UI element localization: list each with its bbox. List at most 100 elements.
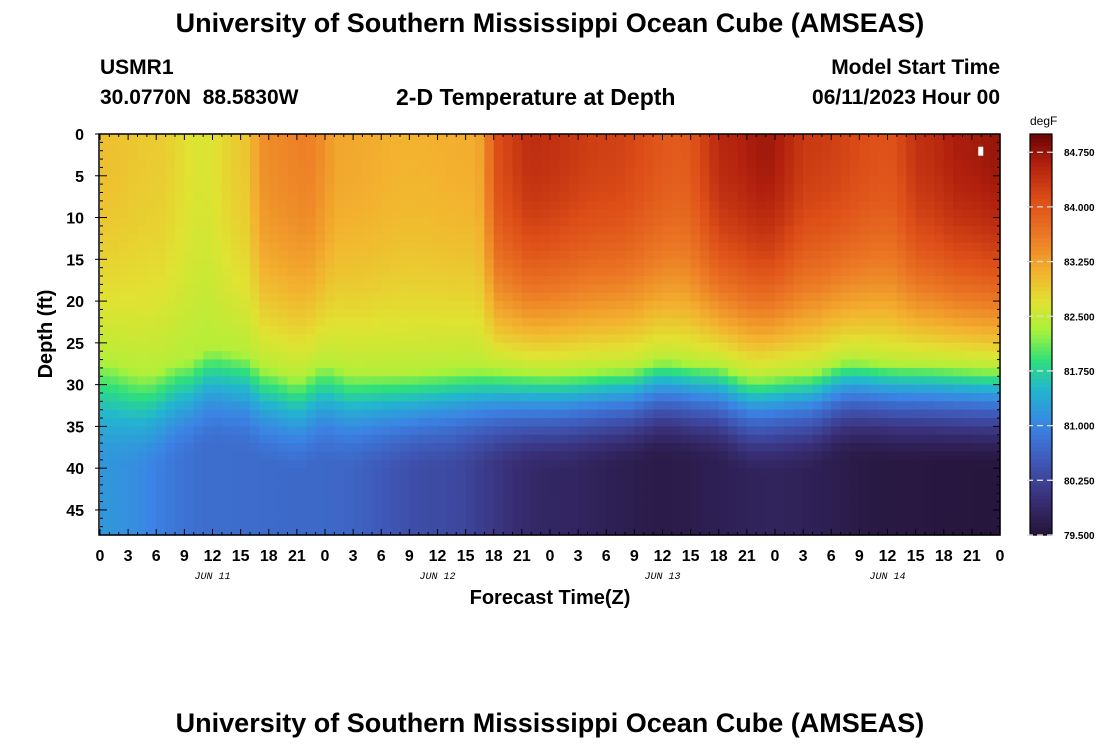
heatmap-cell [793,259,804,269]
heatmap-cell [428,184,439,194]
heatmap-cell [746,418,757,427]
heatmap-cell [896,392,907,402]
heatmap-cell [868,334,879,344]
heatmap-cell [812,342,823,352]
heatmap-cell [671,484,682,494]
heatmap-cell [221,418,232,427]
heatmap-cell [540,468,551,478]
heatmap-cell [990,317,1001,327]
heatmap-cell [803,159,814,169]
heatmap-cell [465,351,476,361]
heatmap-cell [643,184,654,194]
heatmap-cell [231,493,242,503]
heatmap-cell [493,167,504,177]
heatmap-cell [765,509,776,519]
heatmap-cell [371,259,382,269]
heatmap-cell [915,484,926,494]
heatmap-cell [990,392,1001,402]
heatmap-cell [700,200,710,210]
heatmap-cell [521,392,532,402]
heatmap-cell [971,326,982,336]
heatmap-cell [315,309,326,319]
heatmap-cell [484,392,495,402]
heatmap-cell [550,443,560,453]
heatmap-cell [540,359,551,369]
heatmap-cell [446,150,457,160]
heatmap-cell [240,301,251,311]
heatmap-cell [521,134,532,143]
heatmap-cell [943,276,954,285]
heatmap-cell [793,284,804,294]
heatmap-cell [643,276,654,285]
heatmap-cell [587,401,598,411]
heatmap-cell [662,134,673,143]
heatmap-cell [943,259,954,269]
heatmap-cell [878,392,889,402]
heatmap-cell [831,242,842,252]
heatmap-cell [793,292,804,302]
heatmap-cell [906,200,917,210]
heatmap-cell [981,134,992,143]
heatmap-cell [493,192,504,202]
heatmap-cell [465,225,476,235]
heatmap-cell [306,409,317,419]
heatmap-cell [146,225,157,235]
heatmap-cell [203,292,214,302]
heatmap-cell [662,334,673,344]
heatmap-cell [409,259,420,269]
heatmap-cell [521,317,532,327]
heatmap-cell [878,284,889,294]
heatmap-cell [428,392,439,402]
heatmap-cell [362,167,373,177]
heatmap-cell [465,276,476,285]
heatmap-cell [915,518,926,528]
heatmap-cell [915,184,926,194]
heatmap-cell [615,209,626,219]
heatmap-cell [390,142,401,152]
heatmap-cell [943,175,954,185]
heatmap-cell [606,276,617,285]
heatmap-cell [728,292,739,302]
heatmap-cell [709,418,720,427]
heatmap-cell [568,217,579,227]
heatmap-cell [400,392,410,402]
heatmap-cell [428,259,439,269]
heatmap-cell [437,409,448,419]
heatmap-cell [625,225,635,235]
heatmap-cell [653,351,664,361]
heatmap-cell [437,200,448,210]
heatmap-cell [578,342,589,352]
heatmap-cell [193,276,204,285]
heatmap-cell [334,309,345,319]
heatmap-cell [718,451,729,461]
heatmap-cell [756,317,767,327]
heatmap-cell [156,493,167,503]
heatmap-cell [700,292,710,302]
heatmap-cell [634,317,645,327]
heatmap-cell [418,209,429,219]
heatmap-cell [784,142,795,152]
heatmap-cell [221,234,232,244]
heatmap-cell [109,426,120,436]
heatmap-cell [793,250,804,260]
heatmap-cell [681,484,692,494]
heatmap-cell [615,451,626,461]
heatmap-cell [606,309,617,319]
heatmap-cell [840,326,851,336]
heatmap-cell [315,167,326,177]
heatmap-cell [418,401,429,411]
heatmap-cell [690,217,701,227]
heatmap-cell [306,484,317,494]
heatmap-cell [568,301,579,311]
heatmap-cell [840,150,851,160]
heatmap-cell [700,167,710,177]
heatmap-cell [175,225,185,235]
heatmap-cell [756,426,767,436]
heatmap-cell [587,284,598,294]
heatmap-cell [550,384,560,394]
heatmap-cell [981,476,992,486]
heatmap-cell [840,159,851,169]
heatmap-cell [634,175,645,185]
heatmap-cell [615,267,626,277]
heatmap-cell [512,184,523,194]
